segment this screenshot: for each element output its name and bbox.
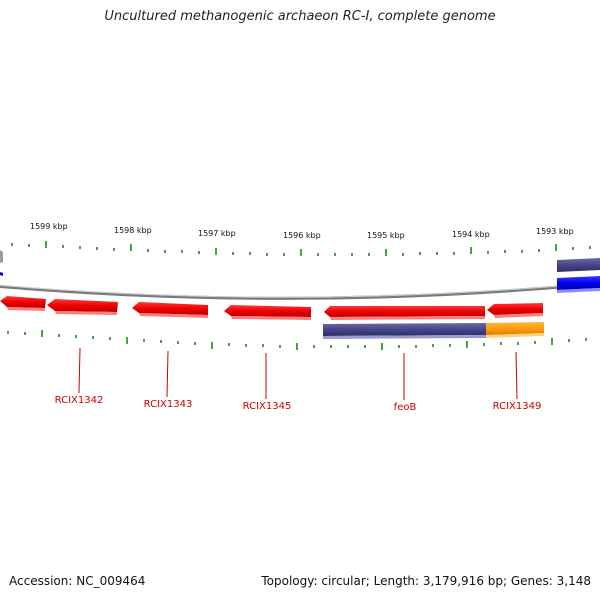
map-title: Uncultured methanogenic archaeon RC-I, c…	[104, 9, 496, 24]
scale-label: 1595 kbp	[367, 231, 405, 240]
gene-label-feob: feoB	[394, 402, 417, 413]
scale-label: 1596 kbp	[283, 231, 321, 240]
gene-labels: RCIX1342 RCIX1343 RCIX1345 feoB RCIX1349	[55, 395, 542, 413]
scale-label: 1594 kbp	[452, 230, 490, 239]
scale-label: 1593 kbp	[536, 227, 574, 236]
gene-label-rcix1345: RCIX1345	[243, 401, 292, 412]
gene-arrow-rcix1343	[132, 302, 208, 318]
scale-label: 1598 kbp	[114, 226, 152, 235]
gene-fragment-left-blue	[0, 272, 3, 276]
scale-labels: 1599 kbp 1598 kbp 1597 kbp 1596 kbp 1595…	[30, 222, 574, 240]
reverse-strand-genes	[0, 296, 543, 320]
gene-label-rcix1342: RCIX1342	[55, 395, 104, 406]
scale-label: 1597 kbp	[198, 229, 236, 238]
genome-backbone	[0, 281, 600, 300]
gene-arrow-rcix1349	[487, 303, 543, 318]
genome-stats: Topology: circular; Length: 3,179,916 bp…	[261, 574, 591, 588]
accession-text: Accession: NC_009464	[9, 574, 146, 588]
upper-tick-row	[11, 241, 591, 256]
gene-label-rcix1349: RCIX1349	[493, 401, 542, 412]
scale-label: 1599 kbp	[30, 222, 68, 231]
right-features	[557, 258, 600, 293]
navy-feature-feob	[323, 323, 486, 336]
gene-fragment-left	[0, 250, 3, 263]
gene-arrow-rcix1345	[224, 305, 311, 320]
gene-arrow-left-partial	[0, 296, 46, 311]
orange-feature	[486, 322, 544, 335]
gene-arrow-rcix1342	[47, 299, 118, 315]
label-leaders	[78, 347, 518, 400]
lower-tick-row	[7, 330, 587, 350]
blue-feature	[557, 276, 600, 290]
navy-feature-top	[557, 258, 600, 272]
gene-arrow-feob	[324, 306, 485, 320]
gene-label-rcix1343: RCIX1343	[144, 399, 193, 410]
lower-track-features	[323, 322, 544, 339]
